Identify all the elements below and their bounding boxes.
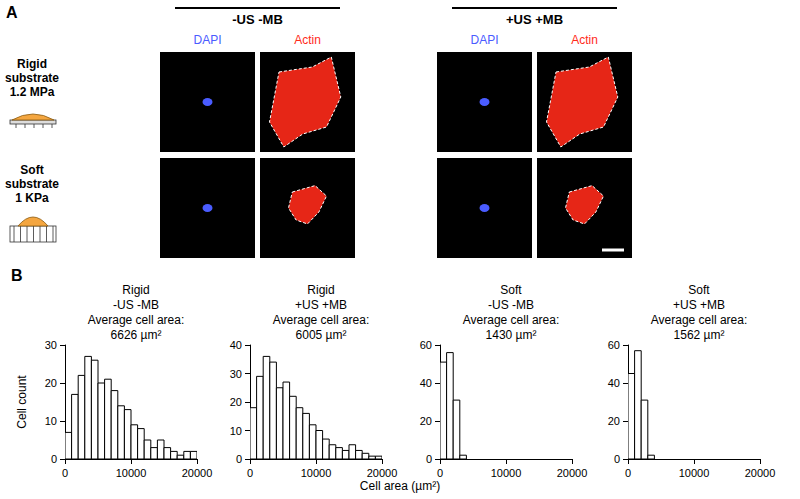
svg-text:10000: 10000 <box>491 467 522 479</box>
svg-text:1562 µm²: 1562 µm² <box>674 328 725 342</box>
svg-text:10: 10 <box>45 415 57 427</box>
svg-text:0: 0 <box>236 453 242 465</box>
svg-text:DAPI: DAPI <box>193 33 221 47</box>
svg-text:10000: 10000 <box>301 467 332 479</box>
svg-text:10: 10 <box>230 425 242 437</box>
svg-text:Average cell area:: Average cell area: <box>273 313 370 327</box>
svg-text:Average cell area:: Average cell area: <box>88 313 185 327</box>
svg-text:Actin: Actin <box>571 33 598 47</box>
svg-text:Soft: Soft <box>688 283 710 297</box>
svg-text:0: 0 <box>437 467 443 479</box>
svg-text:20: 20 <box>608 415 620 427</box>
svg-text:30: 30 <box>230 368 242 380</box>
svg-text:0: 0 <box>51 453 57 465</box>
svg-text:B: B <box>11 267 23 284</box>
svg-text:-US -MB: -US -MB <box>232 12 283 27</box>
svg-text:Average cell area:: Average cell area: <box>651 313 748 327</box>
svg-text:40: 40 <box>608 377 620 389</box>
svg-text:+US +MB: +US +MB <box>295 298 347 312</box>
svg-text:6626 µm²: 6626 µm² <box>111 328 162 342</box>
svg-text:0: 0 <box>62 467 68 479</box>
svg-text:0: 0 <box>614 453 620 465</box>
svg-text:Cell area (µm²): Cell area (µm²) <box>360 479 440 493</box>
svg-text:20000: 20000 <box>745 467 776 479</box>
svg-text:40: 40 <box>420 377 432 389</box>
svg-text:Actin: Actin <box>294 33 321 47</box>
svg-text:10000: 10000 <box>116 467 147 479</box>
svg-text:6005 µm²: 6005 µm² <box>296 328 347 342</box>
svg-text:60: 60 <box>608 339 620 351</box>
svg-text:1430 µm²: 1430 µm² <box>486 328 537 342</box>
svg-text:+US +MB: +US +MB <box>506 12 563 27</box>
svg-text:+US +MB: +US +MB <box>673 298 725 312</box>
svg-text:60: 60 <box>420 339 432 351</box>
svg-text:20: 20 <box>45 377 57 389</box>
svg-text:10000: 10000 <box>679 467 710 479</box>
svg-text:A: A <box>6 4 18 21</box>
svg-text:0: 0 <box>625 467 631 479</box>
svg-text:Cell count: Cell count <box>15 375 29 429</box>
svg-text:20000: 20000 <box>367 467 398 479</box>
svg-text:Average cell area:: Average cell area: <box>463 313 560 327</box>
svg-text:Soft: Soft <box>500 283 522 297</box>
svg-text:substrate: substrate <box>5 71 59 85</box>
svg-text:20000: 20000 <box>182 467 213 479</box>
svg-text:Soft: Soft <box>20 163 43 177</box>
svg-text:Rigid: Rigid <box>17 57 47 71</box>
svg-text:-US -MB: -US -MB <box>113 298 159 312</box>
svg-text:Rigid: Rigid <box>307 283 334 297</box>
svg-text:DAPI: DAPI <box>470 33 498 47</box>
svg-text:0: 0 <box>426 453 432 465</box>
svg-text:30: 30 <box>45 339 57 351</box>
svg-text:40: 40 <box>230 339 242 351</box>
svg-text:1.2 MPa: 1.2 MPa <box>10 85 55 99</box>
svg-text:0: 0 <box>247 467 253 479</box>
svg-text:-US -MB: -US -MB <box>488 298 534 312</box>
svg-text:Rigid: Rigid <box>122 283 149 297</box>
svg-text:1 KPa: 1 KPa <box>15 191 49 205</box>
svg-text:substrate: substrate <box>5 177 59 191</box>
svg-text:20: 20 <box>230 396 242 408</box>
svg-text:20: 20 <box>420 415 432 427</box>
svg-text:20000: 20000 <box>557 467 588 479</box>
